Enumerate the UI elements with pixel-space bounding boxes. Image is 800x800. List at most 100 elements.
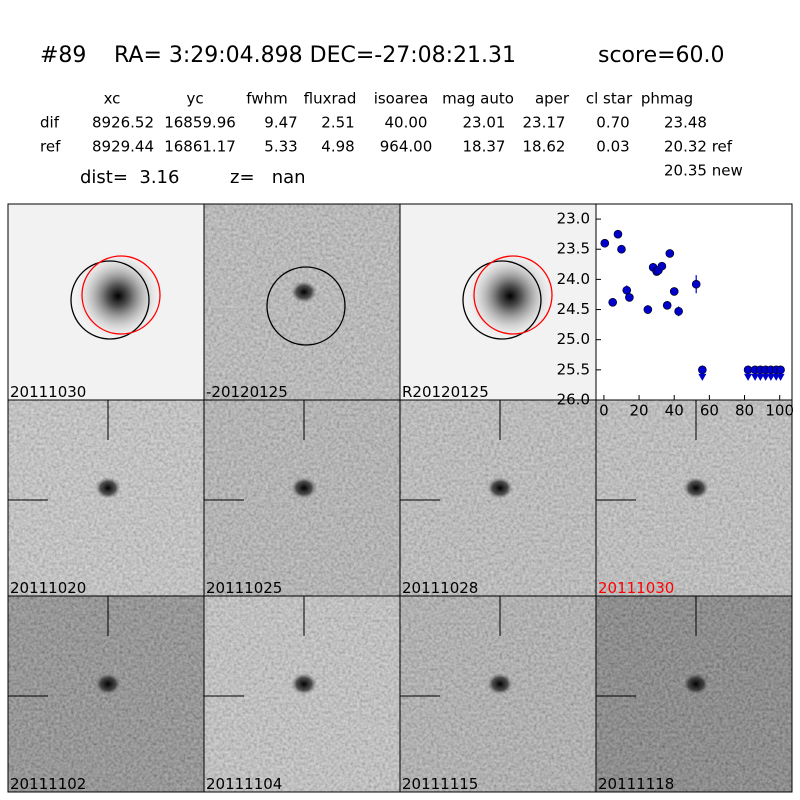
limit-arrow	[761, 373, 770, 381]
column-header: xc	[104, 90, 121, 108]
source	[291, 477, 317, 499]
cell: 8926.52	[92, 114, 154, 132]
point	[625, 293, 634, 302]
stamp-label: -20120125	[206, 383, 288, 401]
cell: 18.62	[523, 138, 566, 156]
point	[662, 301, 672, 310]
distance: dist= 3.16	[80, 167, 179, 188]
row-label: dif	[40, 114, 60, 132]
source	[487, 673, 513, 695]
stamp-label: 20111115	[402, 775, 478, 793]
cell: 23.01	[463, 114, 506, 132]
phmag-note: 20.35 new	[664, 162, 743, 180]
cell: 0.03	[596, 138, 629, 156]
point	[643, 305, 653, 314]
source	[683, 477, 709, 499]
limit-arrow	[776, 373, 785, 381]
column-header: yc	[186, 90, 203, 108]
aperture	[266, 266, 346, 346]
point	[608, 298, 617, 307]
column-header: mag auto	[442, 90, 514, 108]
point	[622, 285, 632, 295]
source	[465, 251, 555, 341]
plot-frame	[595, 203, 793, 401]
point	[617, 244, 626, 254]
stamp-label: 20111104	[206, 775, 282, 793]
y-tick-label: 26.0	[557, 391, 590, 409]
point	[669, 287, 679, 296]
aperture	[462, 260, 542, 340]
source	[73, 251, 163, 341]
x-tick-label: 80	[735, 402, 754, 420]
column-header: fluxrad	[304, 90, 357, 108]
source	[291, 673, 317, 695]
cell: 964.00	[380, 138, 433, 156]
point	[600, 238, 610, 248]
stamp-label: 20111030	[10, 383, 86, 401]
x-tick-label: 40	[665, 402, 684, 420]
x-tick-label: 0	[599, 402, 609, 420]
source	[95, 477, 121, 499]
source	[95, 673, 121, 695]
column-header: phmag	[641, 90, 693, 108]
cell: 4.98	[321, 138, 354, 156]
y-tick-label: 24.0	[557, 270, 590, 288]
stamp-label: 20111030	[598, 579, 674, 597]
cell: 9.47	[264, 114, 297, 132]
point	[698, 365, 707, 375]
cell: 0.70	[596, 114, 629, 132]
cell: 23.48	[664, 114, 707, 132]
column-header: fwhm	[246, 90, 287, 108]
score: score=60.0	[598, 43, 725, 68]
point	[613, 229, 623, 239]
redshift: z= nan	[230, 167, 306, 188]
y-tick-label: 25.5	[557, 360, 590, 378]
cell: 8929.44	[92, 138, 154, 156]
aperture	[70, 260, 150, 340]
stamp-label: 20111028	[402, 579, 478, 597]
point	[665, 249, 675, 258]
point	[657, 261, 667, 271]
stamp-label: 20111102	[10, 775, 86, 793]
x-tick-label: 100	[765, 402, 794, 420]
coordinates: RA= 3:29:04.898 DEC=-27:08:21.31	[114, 43, 516, 68]
column-header: cl star	[586, 90, 633, 108]
aperture-ref	[473, 255, 553, 335]
stamp-label: 20111020	[10, 579, 86, 597]
cell: 16861.17	[164, 138, 236, 156]
point	[674, 307, 683, 316]
cell: 18.37	[463, 138, 506, 156]
aperture-ref	[81, 255, 161, 335]
limit-arrow	[756, 373, 765, 381]
column-header: aper	[535, 90, 570, 108]
y-tick-label: 23.0	[557, 210, 590, 228]
point	[776, 365, 785, 375]
source	[487, 477, 513, 499]
cell: 2.51	[321, 114, 354, 132]
cell: 23.17	[523, 114, 566, 132]
source	[291, 281, 317, 303]
x-tick-label: 60	[700, 402, 719, 420]
cell: 16859.96	[164, 114, 236, 132]
cell: 40.00	[385, 114, 428, 132]
source	[683, 673, 709, 695]
column-header: isoarea	[374, 90, 429, 108]
cell: 5.33	[264, 138, 297, 156]
stamp-label: 20111025	[206, 579, 282, 597]
y-tick-label: 24.5	[557, 300, 590, 318]
stamp-grid: 20111030 -20120125 R20120125 20111020 201110…	[7, 203, 793, 793]
x-tick-label: 20	[630, 402, 649, 420]
cell: 20.32 ref	[664, 138, 733, 156]
y-tick-label: 23.5	[557, 240, 590, 258]
object-id: #89	[40, 43, 86, 68]
stamp-label: 20111118	[598, 775, 674, 793]
row-label: ref	[40, 138, 61, 156]
light-curve: 23.0 23.5 24.0 24.5 25.0 25.5 26.0 0 20 40 60 80 100	[557, 203, 794, 420]
stamp-label: R20120125	[402, 383, 489, 401]
limit-arrow	[698, 373, 707, 381]
y-tick-label: 25.0	[557, 330, 590, 348]
point	[691, 279, 701, 289]
limit-arrow	[751, 373, 760, 381]
limit-arrow	[744, 373, 753, 381]
